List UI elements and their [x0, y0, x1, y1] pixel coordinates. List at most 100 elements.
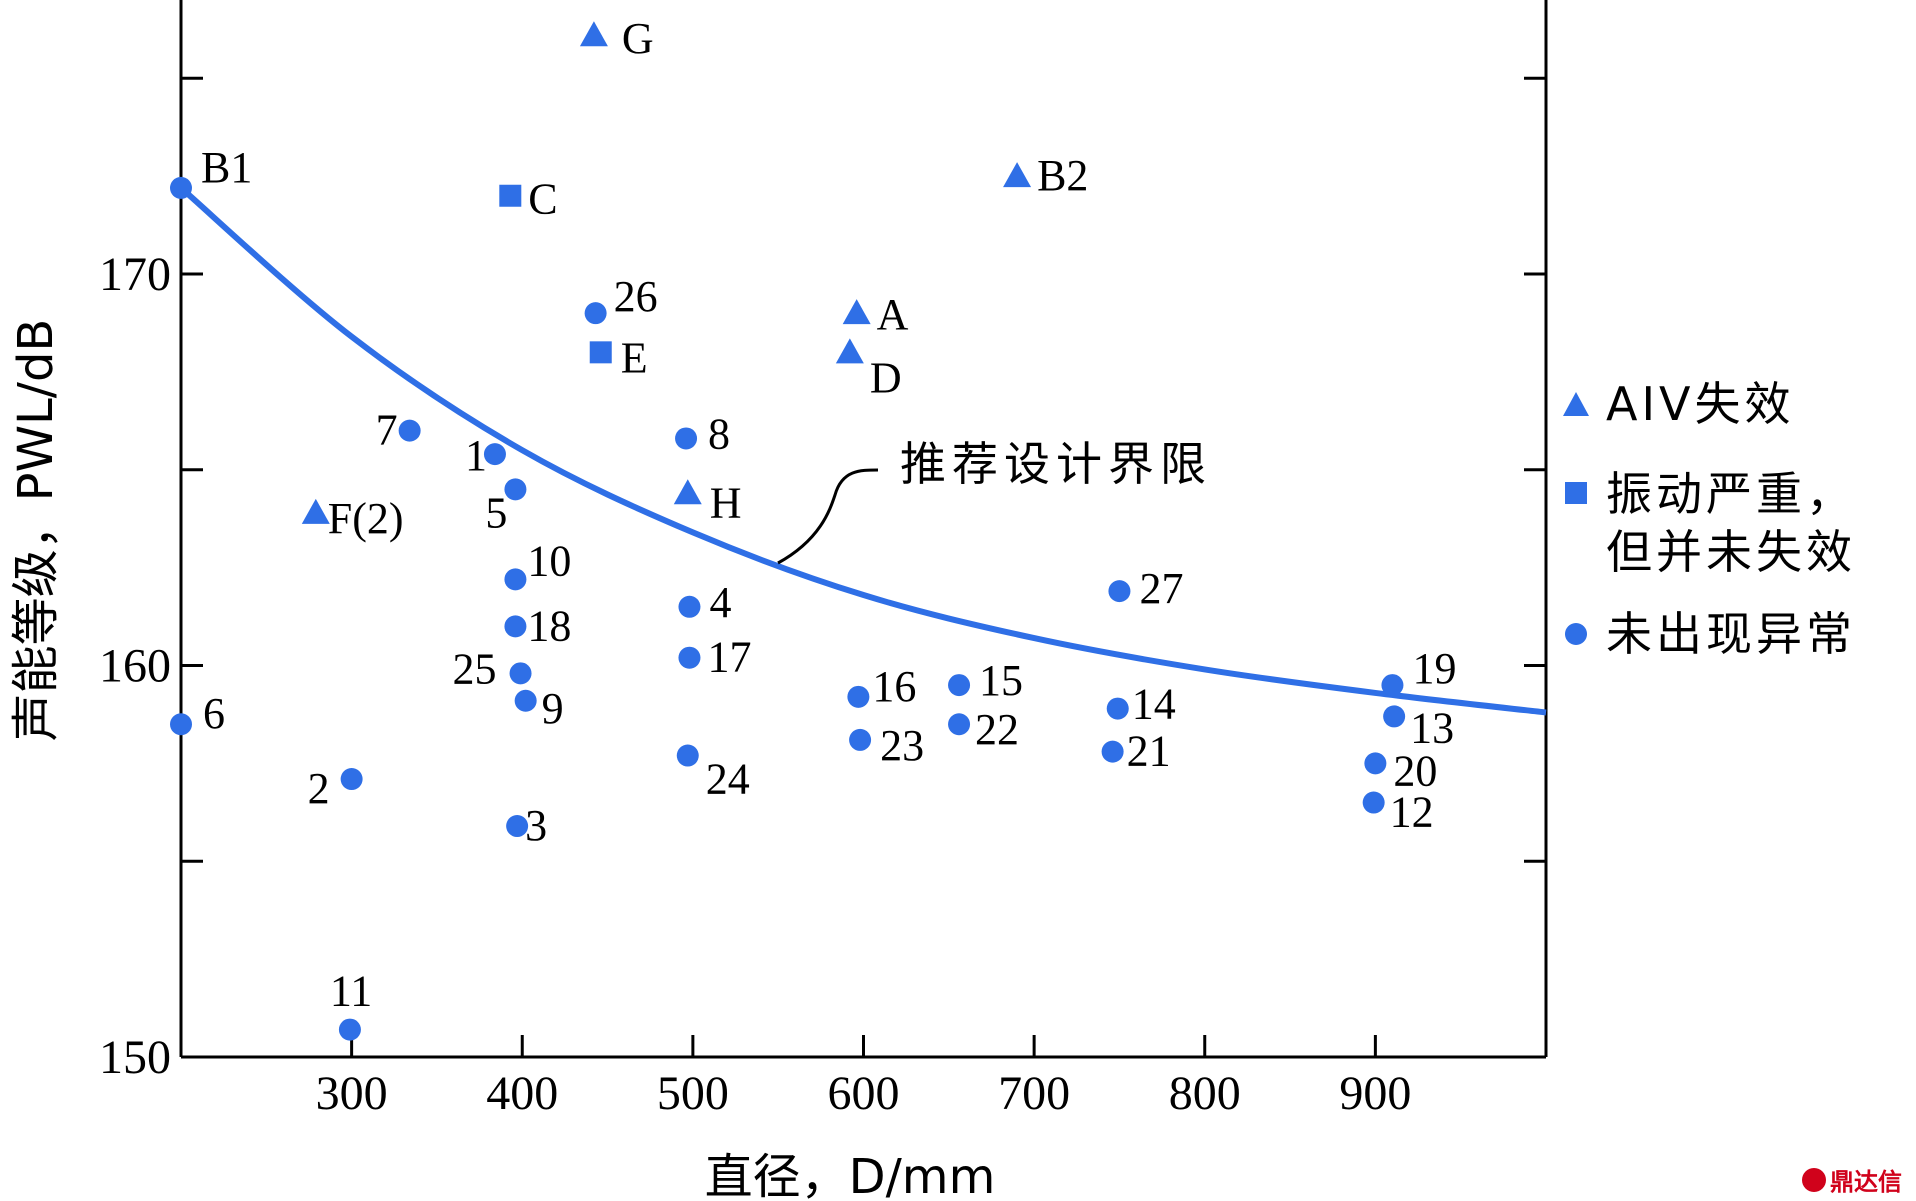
point-label-H: H: [710, 478, 742, 527]
point-24: [676, 744, 699, 767]
point-label-4: 4: [709, 578, 731, 627]
x-tick-label-300: 300: [316, 1067, 388, 1120]
point-label-5: 5: [485, 488, 507, 537]
ticks: 300 400 500 600 700 800 900 150 160 170: [99, 76, 1546, 1120]
point-label-11: 11: [330, 967, 372, 1016]
point-21: [1101, 740, 1124, 763]
point-16: [847, 685, 870, 708]
point-12: [1362, 791, 1385, 814]
point-3: [506, 815, 529, 838]
point-label-14: 14: [1132, 680, 1176, 729]
point-20: [1364, 752, 1387, 775]
point-label-9: 9: [542, 684, 564, 733]
point-label-3: 3: [525, 801, 547, 850]
point-label-26: 26: [614, 272, 658, 321]
y-tick-label-150: 150: [99, 1031, 171, 1084]
watermark-text: 鼎达信: [1830, 1168, 1902, 1196]
point-17: [678, 646, 701, 669]
watermark: 鼎达信: [1802, 1162, 1902, 1197]
x-tick-label-600: 600: [828, 1067, 900, 1120]
x-axis-label: 直径，D/mm: [705, 1149, 996, 1201]
point-label-F(2): F(2): [328, 494, 404, 543]
point-label-10: 10: [527, 536, 571, 585]
x-tick-label-900: 900: [1339, 1067, 1411, 1120]
legend-label-square: 振动严重，但并未失效: [1606, 467, 1856, 579]
point-label-6: 6: [203, 689, 225, 738]
point-11: [338, 1018, 361, 1041]
design-limit-line: [179, 185, 1547, 716]
point-19: [1381, 674, 1404, 697]
point-22: [948, 713, 971, 736]
point-label-13: 13: [1410, 703, 1454, 752]
point-label-2: 2: [308, 764, 330, 813]
point-label-20: 20: [1393, 746, 1437, 795]
y-axis-label: 声能等级，PWL/dB: [8, 319, 64, 742]
curve-annotation: 推荐设计界限: [777, 437, 1212, 565]
point-label-E: E: [621, 333, 648, 382]
point-9: [514, 689, 537, 712]
point-label-23: 23: [880, 721, 924, 770]
point-label-17: 17: [707, 633, 751, 682]
point-1: [483, 443, 506, 466]
point-label-B2: B2: [1037, 151, 1088, 200]
x-tick-label-800: 800: [1169, 1067, 1241, 1120]
point-14: [1106, 697, 1129, 720]
point-label-19: 19: [1412, 644, 1456, 693]
point-label-B1: B1: [201, 143, 252, 192]
point-B1: [170, 176, 192, 199]
point-label-18: 18: [527, 601, 571, 650]
point-D: [835, 338, 864, 364]
point-C: [499, 184, 522, 207]
annotation-text: 推荐设计界限: [900, 437, 1212, 491]
point-18: [504, 615, 527, 638]
point-label-7: 7: [376, 406, 398, 455]
point-label-G: G: [622, 14, 654, 63]
x-tick-label-700: 700: [998, 1067, 1070, 1120]
point-25: [509, 662, 532, 685]
point-26: [584, 302, 607, 325]
legend-label-line: 但并未失效: [1606, 525, 1856, 579]
point-6: [170, 713, 192, 736]
y-tick-label-160: 160: [99, 640, 171, 693]
point-G: [579, 21, 608, 47]
legend-circle-icon: [1565, 623, 1587, 645]
point-label-25: 25: [453, 644, 497, 693]
point-label-1: 1: [465, 431, 487, 480]
x-tick-label-500: 500: [657, 1067, 729, 1120]
design-limit-curve: [179, 185, 1547, 716]
legend-label-triangle: AIV失效: [1606, 377, 1795, 431]
point-F(2): [301, 498, 330, 524]
point-B2: [1003, 162, 1032, 188]
legend-triangle-icon: [1563, 392, 1589, 416]
legend-label-line: 振动严重，: [1606, 467, 1856, 521]
point-5: [504, 478, 527, 501]
point-label-22: 22: [975, 705, 1019, 754]
legend-label-circle: 未出现异常: [1606, 607, 1856, 661]
point-label-C: C: [528, 175, 557, 224]
point-label-21: 21: [1127, 727, 1171, 776]
annotation-leader-line: [777, 468, 879, 565]
point-label-24: 24: [706, 755, 750, 804]
point-label-16: 16: [872, 662, 916, 711]
point-label-27: 27: [1139, 564, 1183, 613]
point-2: [340, 768, 363, 791]
point-label-15: 15: [979, 656, 1023, 705]
point-label-12: 12: [1390, 788, 1434, 837]
point-H: [673, 479, 702, 505]
point-7: [398, 419, 421, 442]
point-13: [1383, 705, 1406, 728]
point-label-8: 8: [708, 409, 730, 458]
x-tick-label-400: 400: [486, 1067, 558, 1120]
watermark-logo-icon: [1802, 1167, 1826, 1192]
point-4: [678, 595, 701, 618]
point-27: [1108, 580, 1131, 603]
point-23: [849, 728, 872, 751]
legend-square-icon: [1565, 482, 1587, 504]
point-label-A: A: [877, 290, 909, 339]
point-15: [948, 674, 971, 697]
point-label-D: D: [870, 353, 902, 402]
point-E: [589, 341, 612, 364]
